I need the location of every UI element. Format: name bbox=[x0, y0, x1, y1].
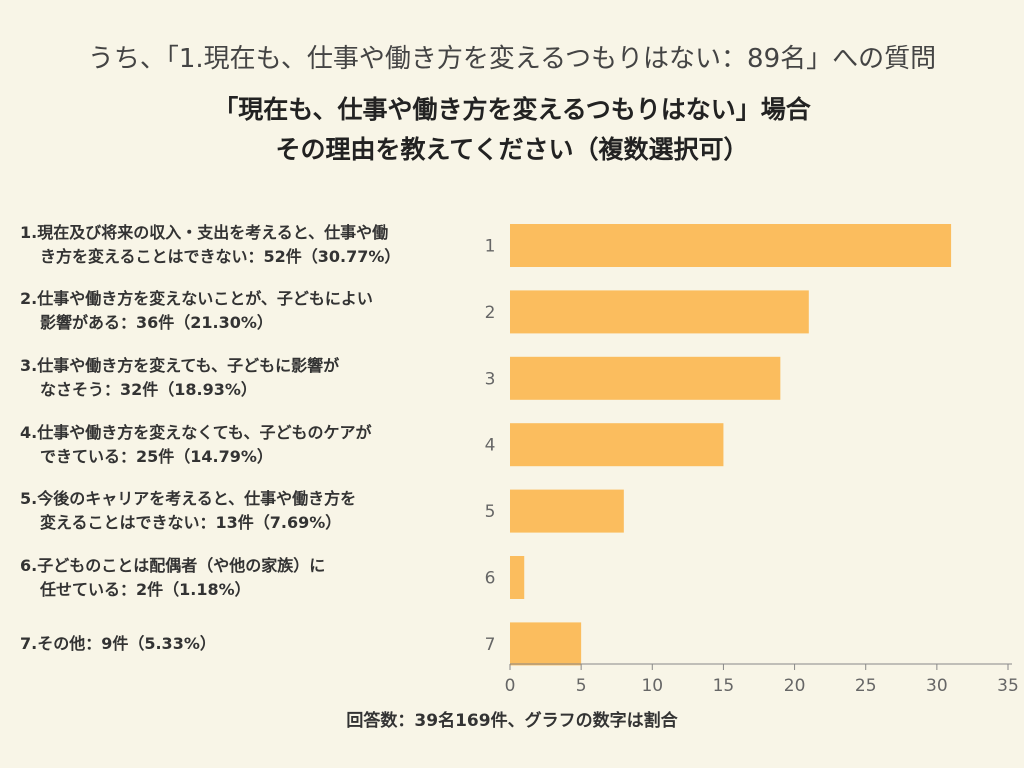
x-tick-label-20: 20 bbox=[784, 676, 806, 696]
x-tick-label-10: 10 bbox=[641, 676, 663, 696]
y-tick-label-2: 2 bbox=[485, 303, 496, 323]
footnote: 回答数：39名169件、グラフの数字は割合 bbox=[346, 711, 678, 731]
x-tick-label-5: 5 bbox=[576, 676, 587, 696]
chart-title-line3: その理由を教えてください（複数選択可） bbox=[275, 135, 749, 164]
category-label-5: 5.今後のキャリアを考えると、仕事や働き方を 変えることはできない：13件（7.… bbox=[20, 487, 482, 535]
x-tick-label-35: 35 bbox=[997, 676, 1019, 696]
category-label-7: 7.その他：9件（5.33%） bbox=[20, 632, 482, 656]
category-label-5-line1: 5.今後のキャリアを考えると、仕事や働き方を bbox=[20, 489, 357, 508]
bar-2 bbox=[510, 290, 809, 334]
y-tick-label-5: 5 bbox=[485, 502, 496, 522]
y-tick-label-7: 7 bbox=[485, 635, 496, 655]
category-label-3-line1: 3.仕事や働き方を変えても、子どもに影響が bbox=[20, 356, 340, 375]
category-label-1: 1.現在及び将来の収入・支出を考えると、仕事や働 き方を変えることはできない：5… bbox=[20, 221, 482, 269]
bar-6 bbox=[510, 556, 525, 599]
y-tick-label-4: 4 bbox=[485, 436, 496, 456]
y-tick-label-3: 3 bbox=[485, 369, 496, 389]
x-tick-label-15: 15 bbox=[713, 676, 735, 696]
bar-5 bbox=[510, 489, 624, 533]
chart-title-line1: うち、「1.現在も、仕事や働き方を変えるつもりはない：89名」への質問 bbox=[87, 44, 937, 74]
category-label-6-line2: 任せている：2件（1.18%） bbox=[40, 580, 251, 599]
x-tick-label-25: 25 bbox=[855, 676, 877, 696]
category-label-3-line2: なさそう：32件（18.93%） bbox=[40, 380, 257, 399]
x-tick-label-30: 30 bbox=[926, 676, 948, 696]
bar-3 bbox=[510, 356, 781, 400]
category-label-4-line1: 4.仕事や働き方を変えなくても、子どものケアが bbox=[20, 423, 372, 442]
category-label-1-line2: き方を変えることはできない：52件（30.77%） bbox=[40, 247, 401, 266]
category-label-6-line1: 6.子どものことは配偶者（や他の家族）に bbox=[20, 556, 326, 575]
category-label-3: 3.仕事や働き方を変えても、子どもに影響が なさそう：32件（18.93%） bbox=[20, 354, 482, 402]
category-label-4: 4.仕事や働き方を変えなくても、子どものケアが できている：25件（14.79%… bbox=[20, 421, 482, 469]
category-label-1-line1: 1.現在及び将来の収入・支出を考えると、仕事や働 bbox=[20, 223, 389, 242]
bar-7 bbox=[510, 622, 582, 666]
category-label-5-line2: 変えることはできない：13件（7.69%） bbox=[40, 513, 342, 532]
category-label-7-line1: 7.その他：9件（5.33%） bbox=[20, 634, 216, 653]
chart-title-line2: 「現在も、仕事や働き方を変えるつもりはない」場合 bbox=[213, 95, 811, 124]
category-label-2-line2: 影響がある：36件（21.30%） bbox=[40, 313, 273, 332]
category-label-2: 2.仕事や働き方を変えないことが、子どもによい 影響がある：36件（21.30%… bbox=[20, 287, 482, 335]
y-tick-label-1: 1 bbox=[485, 237, 496, 257]
category-label-2-line1: 2.仕事や働き方を変えないことが、子どもによい bbox=[20, 289, 373, 308]
category-label-4-line2: できている：25件（14.79%） bbox=[40, 447, 273, 466]
bar-4 bbox=[510, 423, 724, 467]
y-tick-label-6: 6 bbox=[485, 569, 496, 589]
category-label-6: 6.子どものことは配偶者（や他の家族）に 任せている：2件（1.18%） bbox=[20, 554, 482, 602]
bar-1 bbox=[510, 224, 952, 267]
x-tick-label-0: 0 bbox=[505, 676, 516, 696]
